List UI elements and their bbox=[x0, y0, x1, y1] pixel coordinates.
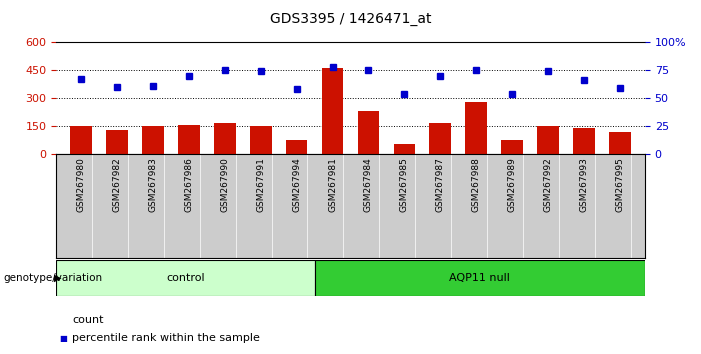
Text: genotype/variation: genotype/variation bbox=[4, 273, 102, 283]
Text: GSM267981: GSM267981 bbox=[328, 157, 337, 212]
Text: GSM267990: GSM267990 bbox=[220, 157, 229, 212]
Bar bbox=[501, 140, 523, 154]
Text: GSM267995: GSM267995 bbox=[615, 157, 625, 212]
Text: GSM267986: GSM267986 bbox=[184, 157, 193, 212]
Bar bbox=[430, 123, 451, 154]
Bar bbox=[465, 102, 487, 154]
Bar bbox=[107, 130, 128, 154]
Bar bbox=[315, 260, 645, 296]
Bar bbox=[358, 111, 379, 154]
Bar bbox=[70, 126, 92, 154]
Bar bbox=[142, 126, 164, 154]
Text: GSM267989: GSM267989 bbox=[508, 157, 517, 212]
Text: ▶: ▶ bbox=[54, 273, 62, 283]
Bar bbox=[178, 125, 200, 154]
Text: GSM267993: GSM267993 bbox=[580, 157, 588, 212]
Bar bbox=[56, 260, 315, 296]
Bar bbox=[609, 132, 631, 154]
Bar bbox=[214, 123, 236, 154]
Text: control: control bbox=[166, 273, 205, 283]
Text: GSM267983: GSM267983 bbox=[149, 157, 158, 212]
Text: GSM267987: GSM267987 bbox=[436, 157, 444, 212]
Bar bbox=[322, 68, 343, 154]
Text: GSM267980: GSM267980 bbox=[76, 157, 86, 212]
Bar bbox=[537, 126, 559, 154]
Text: count: count bbox=[72, 315, 104, 325]
Text: percentile rank within the sample: percentile rank within the sample bbox=[72, 333, 260, 343]
Bar bbox=[393, 144, 415, 154]
Text: GSM267992: GSM267992 bbox=[543, 157, 552, 212]
Bar bbox=[286, 140, 308, 154]
Bar bbox=[573, 129, 594, 154]
Text: GSM267984: GSM267984 bbox=[364, 157, 373, 212]
Text: AQP11 null: AQP11 null bbox=[449, 273, 510, 283]
Text: GDS3395 / 1426471_at: GDS3395 / 1426471_at bbox=[270, 12, 431, 27]
Text: GSM267994: GSM267994 bbox=[292, 157, 301, 212]
Text: ■: ■ bbox=[60, 333, 67, 343]
Text: GSM267985: GSM267985 bbox=[400, 157, 409, 212]
Text: GSM267982: GSM267982 bbox=[113, 157, 121, 212]
Text: GSM267991: GSM267991 bbox=[257, 157, 265, 212]
Bar bbox=[250, 126, 271, 154]
Text: GSM267988: GSM267988 bbox=[472, 157, 481, 212]
